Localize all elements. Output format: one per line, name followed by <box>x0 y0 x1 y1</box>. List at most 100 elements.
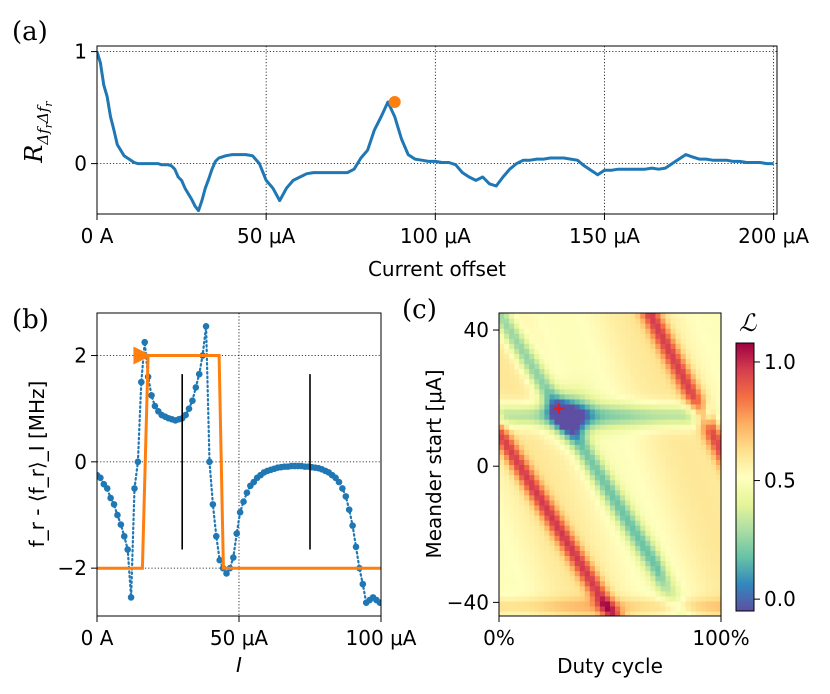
heatmap-cell <box>574 570 581 577</box>
heatmap-cell <box>635 393 641 400</box>
heatmap-cell <box>524 429 530 435</box>
heatmap-cell <box>554 419 561 425</box>
heatmap-cell <box>680 474 687 481</box>
heatmap-cell <box>559 393 566 400</box>
heatmap-cell <box>534 393 540 400</box>
heatmap-cell <box>579 550 586 556</box>
heatmap-cell <box>665 403 672 410</box>
heatmap-cell <box>665 550 672 556</box>
heatmap-cell <box>700 368 707 375</box>
data-point-measured <box>138 378 145 386</box>
heatmap-cell <box>499 605 505 612</box>
heatmap-cell <box>499 318 505 324</box>
heatmap-cell <box>655 338 662 344</box>
heatmap-cell <box>660 494 667 501</box>
heatmap-cell <box>650 515 657 521</box>
heatmap-cell <box>685 530 692 536</box>
heatmap-cell <box>504 464 510 471</box>
heatmap-cell <box>655 434 662 440</box>
heatmap-cell <box>504 343 510 349</box>
heatmap-cell <box>599 424 606 430</box>
heatmap-cell <box>564 434 571 440</box>
x-tick-label: 0% <box>483 626 515 650</box>
heatmap-cell <box>564 338 571 344</box>
heatmap-cell <box>615 323 621 329</box>
heatmap-cell <box>610 585 616 592</box>
heatmap-cell <box>579 509 586 516</box>
heatmap-cell <box>584 575 591 582</box>
heatmap-cell <box>529 408 535 415</box>
heatmap-cell <box>685 540 692 546</box>
heatmap-cell <box>594 605 601 612</box>
heatmap-cell <box>559 469 566 476</box>
heatmap-cell <box>660 388 667 395</box>
heatmap-cell <box>715 429 721 435</box>
heatmap-cell <box>509 504 515 511</box>
heatmap-cell <box>509 358 515 365</box>
heatmap-cell <box>579 535 586 541</box>
heatmap-cell <box>604 333 611 339</box>
heatmap-cell <box>499 444 505 450</box>
heatmap-cell <box>640 600 646 607</box>
heatmap-cell <box>705 600 712 607</box>
heatmap-cell <box>569 398 576 405</box>
heatmap-cell <box>574 499 581 506</box>
heatmap-cell <box>670 383 677 390</box>
heatmap-cell <box>690 388 697 395</box>
heatmap-cell <box>549 535 556 541</box>
heatmap-cell <box>665 353 672 360</box>
heatmap-cell <box>640 509 646 516</box>
heatmap-cell <box>660 383 667 390</box>
heatmap-cell <box>519 403 525 410</box>
heatmap-cell <box>554 343 561 349</box>
heatmap-cell <box>519 525 525 531</box>
heatmap-cell <box>690 348 697 354</box>
heatmap-cell <box>625 545 631 551</box>
heatmap-cell <box>625 318 631 324</box>
heatmap-cell <box>599 494 606 501</box>
heatmap-cell <box>650 429 657 435</box>
heatmap-cell <box>499 393 505 400</box>
heatmap-cell <box>685 504 692 511</box>
heatmap-cell <box>660 398 667 405</box>
heatmap-cell <box>574 590 581 597</box>
heatmap-cell <box>625 393 631 400</box>
heatmap-cell <box>594 373 601 380</box>
heatmap-cell <box>625 540 631 546</box>
heatmap-cell <box>549 323 556 329</box>
heatmap-cell <box>670 464 677 471</box>
heatmap-cell <box>645 328 651 334</box>
heatmap-cell <box>604 474 611 481</box>
heatmap-cell <box>584 323 591 329</box>
heatmap-cell <box>630 595 636 602</box>
heatmap-cell <box>559 424 566 430</box>
data-point-measured <box>182 411 189 419</box>
heatmap-cell <box>615 368 621 375</box>
heatmap-cell <box>564 449 571 455</box>
heatmap-cell <box>715 535 721 541</box>
heatmap-cell <box>544 605 551 612</box>
heatmap-cell <box>594 494 601 501</box>
heatmap-cell <box>705 590 712 597</box>
heatmap-cell <box>529 469 535 476</box>
heatmap-cell <box>549 499 556 506</box>
heatmap-cell <box>559 595 566 602</box>
heatmap-cell <box>690 323 697 329</box>
heatmap-cell <box>499 590 505 597</box>
heatmap-cell <box>559 550 566 556</box>
heatmap-cell <box>715 338 721 344</box>
heatmap-cell <box>604 585 611 592</box>
heatmap-cell <box>675 520 682 526</box>
heatmap-cell <box>509 530 515 536</box>
heatmap-cell <box>534 444 540 450</box>
heatmap-cell <box>665 328 672 334</box>
heatmap-cell <box>519 353 525 360</box>
heatmap-cell <box>695 560 702 567</box>
heatmap-cell <box>680 545 687 551</box>
heatmap-cell <box>625 610 631 616</box>
panel-c-label: (c) <box>402 295 437 325</box>
heatmap-cell <box>559 328 566 334</box>
heatmap-cell <box>675 378 682 385</box>
heatmap-cell <box>715 575 721 582</box>
heatmap-cell <box>499 560 505 567</box>
